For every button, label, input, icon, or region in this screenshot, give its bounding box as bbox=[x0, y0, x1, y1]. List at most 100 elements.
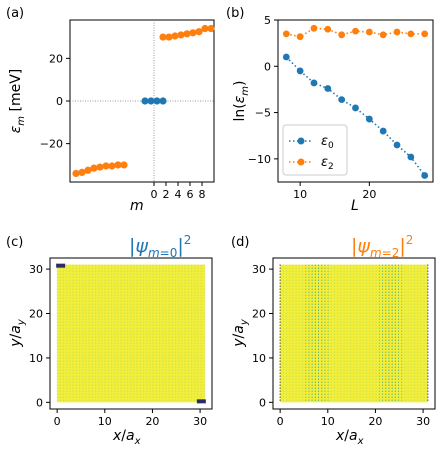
panel-b-frame bbox=[277, 19, 434, 183]
panel-c-frame bbox=[49, 257, 213, 410]
data-point bbox=[159, 97, 167, 105]
svg-text:y/ay: y/ay bbox=[8, 318, 27, 348]
panel-b-label: (b) bbox=[226, 6, 244, 21]
panel-c: (c) |ψm=0|2 0 10 20 30 0 10 20 30 x/ax y/ay bbox=[6, 233, 213, 447]
data-point bbox=[296, 67, 304, 75]
data-point bbox=[393, 28, 401, 36]
panel-b-series bbox=[282, 24, 429, 179]
x-tick-label: 0 bbox=[151, 188, 158, 201]
data-point bbox=[379, 127, 387, 135]
data-point bbox=[324, 85, 332, 92]
panel-b-xlabel: L bbox=[351, 198, 359, 214]
x-tick-label: 10 bbox=[321, 415, 335, 428]
data-point bbox=[165, 33, 173, 41]
data-point bbox=[153, 97, 161, 105]
data-point bbox=[183, 30, 191, 38]
data-point bbox=[102, 162, 110, 170]
y-tick-label: 30 bbox=[252, 263, 266, 276]
data-point bbox=[352, 27, 359, 35]
panel-d-title: |ψm=2|2 bbox=[351, 233, 413, 260]
data-point bbox=[90, 164, 98, 172]
edge-weight-bottom-right bbox=[196, 399, 206, 404]
y-tick-label: 20 bbox=[252, 308, 266, 321]
data-point bbox=[421, 30, 429, 38]
data-point bbox=[201, 24, 209, 33]
svg-text:ln(εm): ln(εm) bbox=[232, 80, 251, 121]
panel-c-title: |ψm=0|2 bbox=[129, 233, 191, 260]
panel-a-ylabel: εm [meV] bbox=[8, 69, 27, 134]
data-point bbox=[78, 168, 86, 177]
panel-d-ticks: 0 10 20 30 0 10 20 30 bbox=[252, 263, 430, 428]
panel-c-xlabel: x/ax bbox=[112, 428, 141, 447]
x-tick-label: 0 bbox=[277, 415, 284, 428]
data-point bbox=[84, 166, 92, 174]
y-tick-label: −10 bbox=[248, 153, 271, 166]
panel-c-density-map bbox=[56, 263, 206, 404]
svg-text:|ψm=2|2: |ψm=2|2 bbox=[351, 233, 413, 260]
data-point bbox=[114, 161, 122, 169]
data-point bbox=[407, 30, 415, 38]
data-point bbox=[108, 162, 116, 170]
x-tick-label: 20 bbox=[145, 415, 159, 428]
svg-text:x/ax: x/ax bbox=[112, 428, 141, 447]
panel-b: (b) 10 20 −10 −5 0 5 L ln(εm) ε0 ε2 bbox=[226, 6, 434, 214]
y-tick-label: 5 bbox=[264, 14, 271, 27]
data-point bbox=[365, 115, 373, 123]
series-line bbox=[285, 56, 426, 176]
panel-b-ylabel: ln(εm) bbox=[232, 80, 251, 121]
data-point bbox=[282, 53, 290, 61]
data-point bbox=[338, 31, 346, 39]
panel-d-density-map bbox=[279, 264, 429, 403]
data-point bbox=[159, 33, 167, 41]
panel-b-ticks: 10 20 −10 −5 0 5 bbox=[248, 14, 377, 201]
svg-text:εm [meV]: εm [meV] bbox=[8, 69, 27, 134]
data-point bbox=[72, 169, 80, 178]
data-point bbox=[177, 31, 185, 39]
svg-text:x/ax: x/ax bbox=[335, 428, 364, 447]
data-point bbox=[96, 163, 104, 171]
panel-a-label: (a) bbox=[6, 6, 24, 21]
panel-d-label: (d) bbox=[231, 235, 249, 250]
panel-b-legend: ε0 ε2 bbox=[282, 124, 348, 176]
panel-a-points bbox=[72, 24, 215, 178]
data-point bbox=[120, 161, 128, 169]
data-point bbox=[141, 97, 149, 105]
panel-d-xlabel: x/ax bbox=[335, 428, 364, 447]
data-point bbox=[171, 32, 179, 40]
x-tick-label: 20 bbox=[368, 415, 382, 428]
panel-d-frame bbox=[272, 257, 436, 410]
y-tick-label: −5 bbox=[255, 107, 271, 120]
panel-c-ylabel: y/ay bbox=[8, 318, 27, 348]
data-point bbox=[393, 141, 401, 149]
x-tick-label: 2 bbox=[163, 188, 170, 201]
y-tick-label: 0 bbox=[56, 95, 63, 108]
edge-weight-top-left bbox=[56, 263, 66, 268]
y-tick-label: 20 bbox=[29, 308, 43, 321]
x-tick-label: 8 bbox=[199, 188, 206, 201]
data-point bbox=[338, 96, 346, 104]
legend-entry-eps0: ε0 bbox=[321, 134, 334, 151]
x-tick-label: 6 bbox=[187, 188, 194, 201]
data-point bbox=[189, 29, 197, 37]
y-tick-label: 0 bbox=[36, 396, 43, 409]
y-tick-label: 10 bbox=[29, 352, 43, 365]
panel-d-ylabel: y/ay bbox=[231, 318, 250, 348]
data-point bbox=[365, 28, 373, 36]
x-tick-label: 30 bbox=[193, 415, 207, 428]
data-point bbox=[379, 31, 387, 39]
data-point bbox=[207, 24, 215, 33]
panel-c-label: (c) bbox=[6, 235, 23, 250]
data-point bbox=[324, 25, 332, 33]
data-point bbox=[147, 97, 155, 105]
y-tick-label: 0 bbox=[259, 396, 266, 409]
y-tick-label: −20 bbox=[40, 138, 63, 151]
data-point bbox=[282, 30, 290, 38]
y-tick-label: 0 bbox=[264, 60, 271, 73]
svg-text:y/ay: y/ay bbox=[231, 318, 250, 348]
y-tick-label: 10 bbox=[252, 352, 266, 365]
panel-d: (d) |ψm=2|2 0 10 20 30 0 10 20 30 x/ax y/ay bbox=[231, 233, 436, 447]
data-point bbox=[195, 28, 203, 36]
